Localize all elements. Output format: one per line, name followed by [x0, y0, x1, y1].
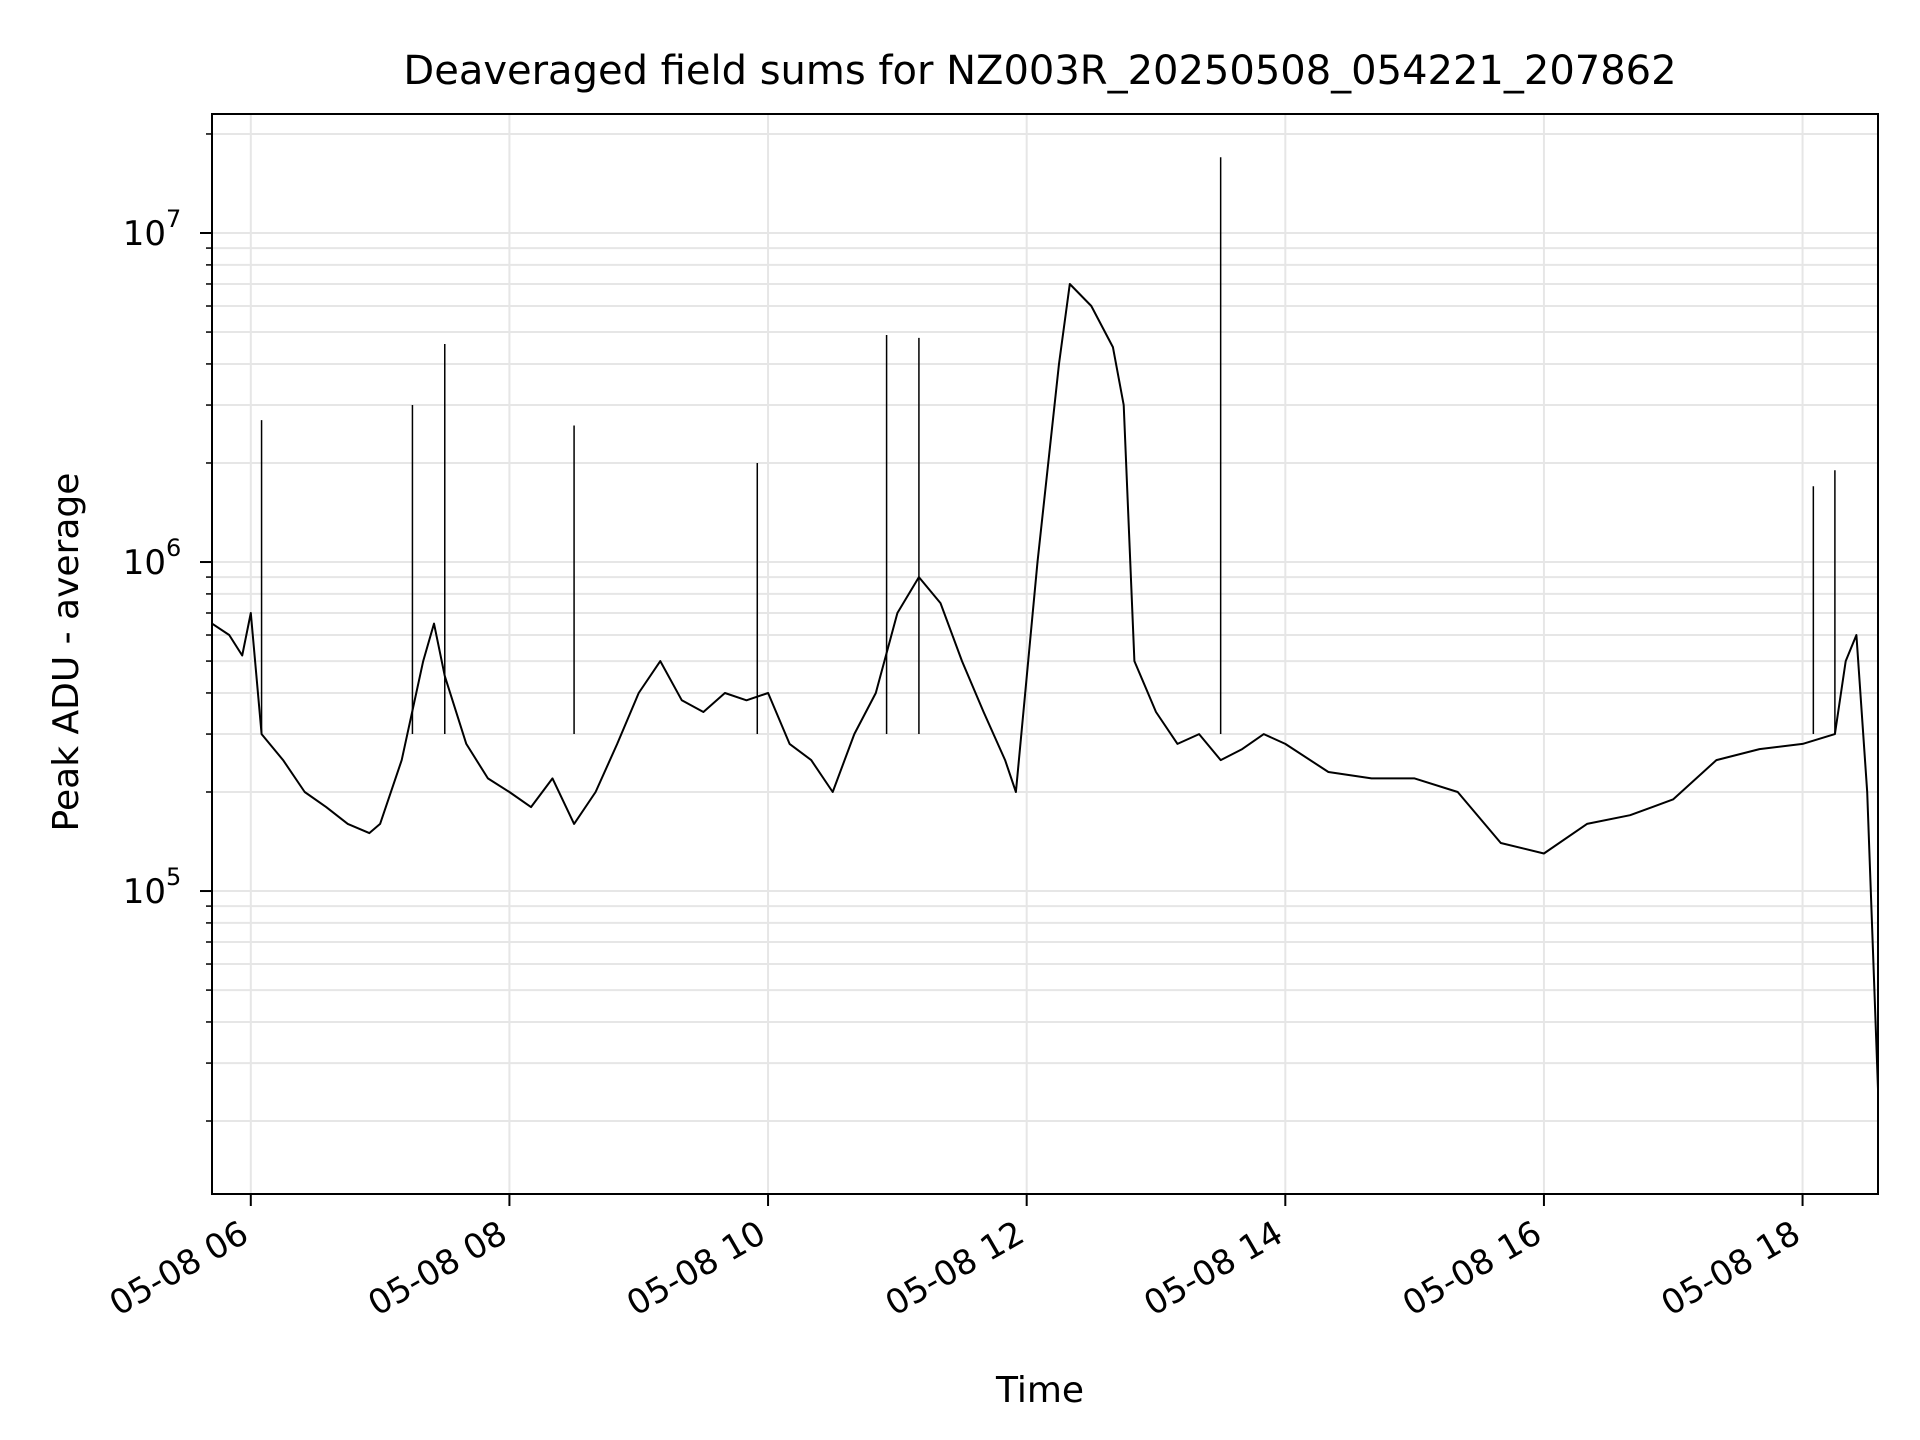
y-axis-title: Peak ADU - average — [46, 473, 87, 832]
y-tick-exponent: 6 — [166, 534, 181, 562]
y-tick-exponent: 7 — [166, 205, 181, 233]
chart-title: Deaveraged field sums for NZ003R_2025050… — [403, 48, 1676, 94]
x-axis-title: Time — [995, 1370, 1084, 1411]
plot-frame — [211, 113, 1879, 1195]
series-layer — [211, 157, 1879, 1090]
y-tick-exponent: 5 — [166, 863, 181, 891]
grid-layer — [212, 114, 1878, 1194]
